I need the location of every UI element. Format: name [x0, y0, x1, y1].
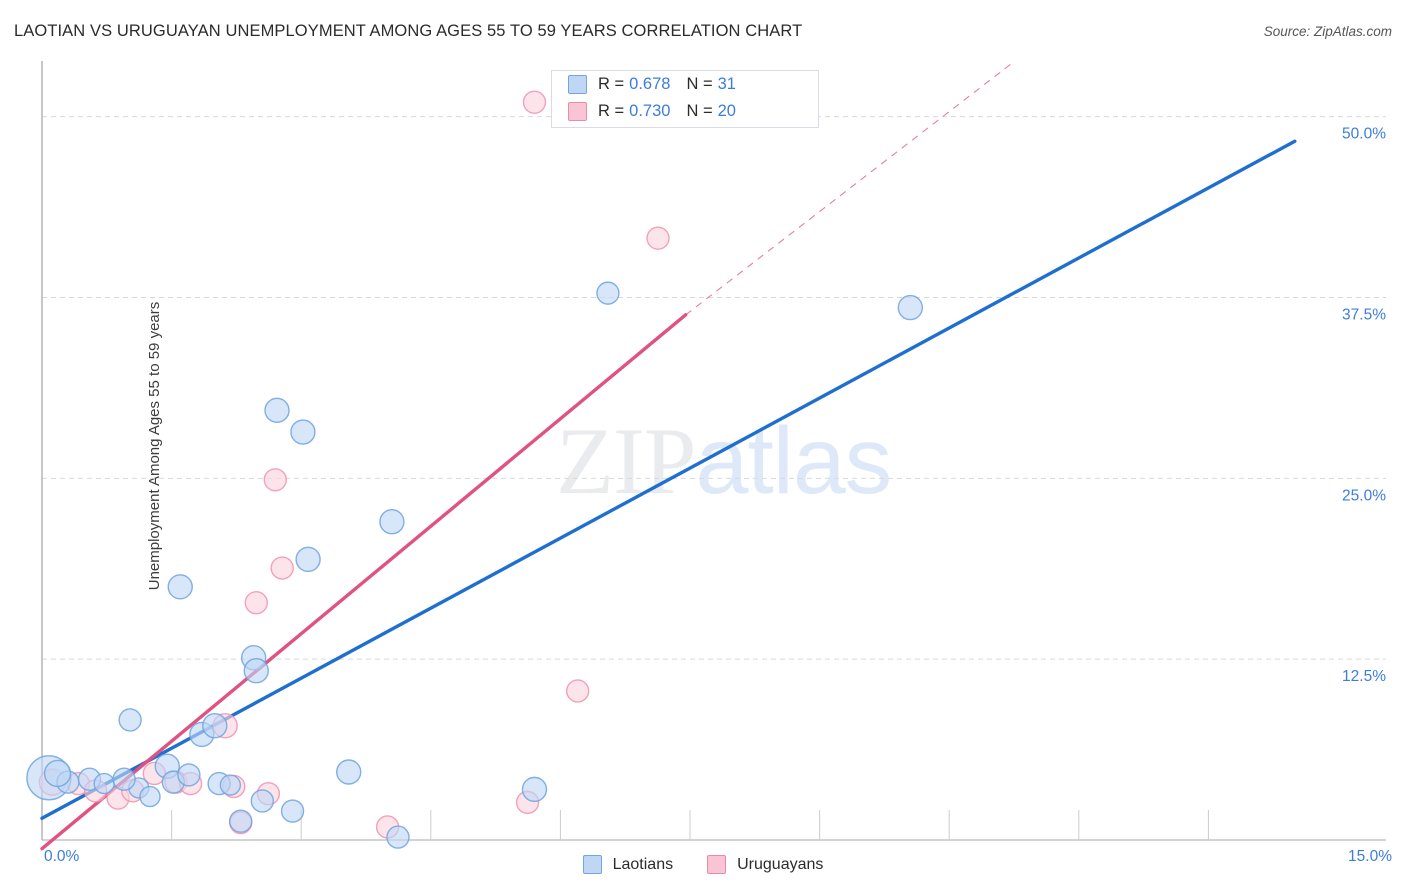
- page-title: LAOTIAN VS URUGUAYAN UNEMPLOYMENT AMONG …: [14, 22, 803, 40]
- data-point-laotians-9: [167, 574, 193, 600]
- trendline-extension-uruguayans: [685, 61, 1015, 316]
- series-legend: Laotians Uruguayans: [0, 855, 1406, 874]
- series-label-laotians: Laotians: [612, 855, 674, 873]
- trendlines-group: [40, 61, 1297, 851]
- data-point-laotians-24: [386, 825, 410, 849]
- trendline-uruguayans: [40, 313, 688, 851]
- data-point-laotians-22: [336, 759, 362, 785]
- data-point-laotians-29: [112, 767, 136, 791]
- n-label-uruguayans: N =: [686, 102, 713, 120]
- trendline-laotians: [40, 139, 1297, 820]
- data-point-laotians-30: [177, 763, 201, 787]
- data-point-uruguayans-19: [646, 226, 670, 250]
- data-point-laotians-13: [219, 774, 242, 796]
- stats-legend-row-laotians: R = 0.678 N = 31: [552, 71, 818, 98]
- n-value-laotians: 31: [717, 75, 736, 93]
- data-point-laotians-19: [280, 799, 305, 823]
- data-point-laotians-21: [295, 546, 321, 573]
- data-point-laotians-26: [596, 281, 620, 305]
- data-point-laotians-11: [202, 713, 228, 739]
- data-point-uruguayans-18: [522, 90, 547, 114]
- data-point-laotians-16: [243, 658, 269, 684]
- x-tick-marks-group: [171, 810, 1209, 840]
- y-tick-label-2: 25.0%: [1342, 487, 1386, 504]
- n-value-uruguayans: 20: [717, 102, 736, 120]
- data-point-laotians-20: [290, 419, 316, 445]
- laotians-points-group: [26, 281, 924, 849]
- r-value-laotians: 0.678: [629, 75, 671, 93]
- data-point-uruguayans-11: [244, 591, 268, 615]
- data-point-laotians-17: [250, 789, 275, 813]
- r-value-uruguayans: 0.730: [629, 102, 671, 120]
- legend-swatch-uruguayans: [568, 102, 587, 121]
- legend-swatch-laotians: [568, 75, 587, 94]
- y-axis-tick-labels-group: 50.0% 37.5% 25.0% 12.5%: [1342, 126, 1386, 686]
- data-point-laotians-6: [139, 785, 161, 808]
- data-point-uruguayans-14: [270, 556, 294, 580]
- gridlines-group: [42, 116, 1386, 660]
- data-point-laotians-28: [43, 759, 72, 788]
- data-point-laotians-4: [118, 708, 142, 732]
- y-tick-label-3: 12.5%: [1342, 668, 1386, 685]
- n-label-laotians: N =: [686, 75, 713, 93]
- data-point-uruguayans-17: [565, 679, 590, 703]
- data-point-laotians-18: [264, 397, 290, 424]
- data-point-laotians-27: [897, 294, 924, 321]
- data-point-laotians-14: [229, 809, 253, 833]
- x-axis-min-label: 0.0%: [44, 848, 80, 865]
- r-label-uruguayans: R =: [598, 102, 625, 120]
- series-legend-item-uruguayans[interactable]: Uruguayans: [707, 855, 823, 874]
- y-tick-label-0: 50.0%: [1342, 126, 1386, 143]
- data-point-laotians-3: [93, 772, 115, 795]
- axis-lines-group: [41, 61, 1386, 841]
- source-attribution: Source: ZipAtlas.com: [1263, 24, 1392, 39]
- data-point-laotians-25: [521, 776, 548, 803]
- series-legend-item-laotians[interactable]: Laotians: [582, 855, 674, 874]
- data-point-laotians-23: [379, 509, 405, 535]
- stats-legend-row-uruguayans: R = 0.730 N = 20: [552, 98, 818, 125]
- series-swatch-laotians: [582, 855, 602, 874]
- correlation-stats-legend: R = 0.678 N = 31 R = 0.730 N = 20: [551, 70, 819, 128]
- series-swatch-uruguayans: [707, 855, 727, 874]
- y-tick-label-1: 37.5%: [1342, 306, 1386, 323]
- x-axis-max-label: 15.0%: [1348, 848, 1392, 865]
- data-point-uruguayans-13: [263, 468, 287, 492]
- r-label-laotians: R =: [598, 75, 625, 93]
- series-label-uruguayans: Uruguayans: [737, 855, 824, 873]
